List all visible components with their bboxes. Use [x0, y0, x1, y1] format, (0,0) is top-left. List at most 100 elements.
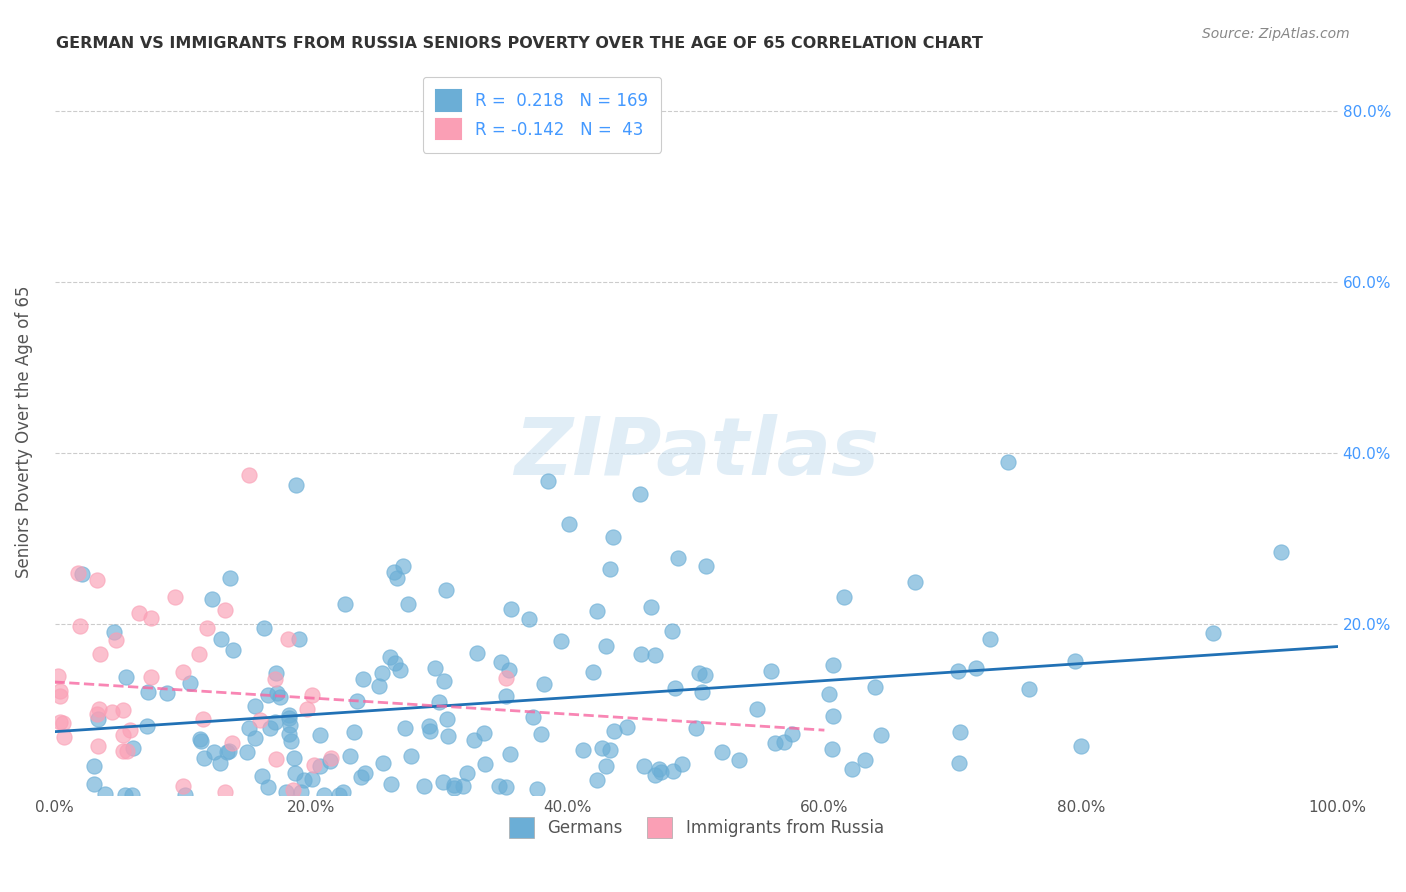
Point — [585, 773, 607, 788]
Point — [745, 702, 768, 716]
Point — [89, 702, 111, 716]
Point — [280, 718, 302, 732]
Point — [650, 765, 672, 780]
Point — [870, 728, 893, 742]
Point — [304, 757, 326, 772]
Point — [558, 517, 581, 532]
Point — [89, 647, 111, 661]
Text: GERMAN VS IMMIGRANTS FROM RUSSIA SENIORS POVERTY OVER THE AGE OF 65 CORRELATION : GERMAN VS IMMIGRANTS FROM RUSSIA SENIORS… — [56, 36, 983, 51]
Point — [853, 753, 876, 767]
Point — [308, 728, 330, 742]
Point — [474, 757, 496, 772]
Point — [965, 660, 987, 674]
Point — [112, 744, 135, 758]
Point — [495, 780, 517, 794]
Point — [238, 467, 260, 482]
Point — [218, 571, 240, 585]
Point — [122, 740, 145, 755]
Point — [87, 713, 110, 727]
Point — [83, 777, 105, 791]
Point — [818, 687, 841, 701]
Point — [104, 633, 127, 648]
Point — [69, 619, 91, 633]
Point — [711, 745, 734, 759]
Point — [640, 600, 662, 615]
Point — [70, 567, 93, 582]
Point — [388, 663, 411, 677]
Point — [136, 719, 159, 733]
Point — [517, 612, 540, 626]
Point — [264, 672, 287, 686]
Point — [863, 680, 886, 694]
Point — [352, 672, 374, 686]
Point — [821, 709, 844, 723]
Point — [94, 787, 117, 801]
Point — [295, 702, 318, 716]
Point — [602, 723, 624, 738]
Point — [648, 762, 671, 776]
Point — [436, 712, 458, 726]
Point — [201, 592, 224, 607]
Point — [249, 713, 271, 727]
Point — [371, 665, 394, 680]
Point — [346, 694, 368, 708]
Point — [690, 685, 713, 699]
Point — [432, 775, 454, 789]
Point — [128, 606, 150, 620]
Point — [979, 632, 1001, 647]
Point — [419, 723, 441, 738]
Point — [591, 740, 613, 755]
Point — [399, 749, 422, 764]
Point — [314, 788, 336, 802]
Point — [120, 723, 142, 737]
Point — [1202, 626, 1225, 640]
Point — [695, 559, 717, 574]
Point — [602, 530, 624, 544]
Point — [52, 731, 75, 745]
Point — [616, 720, 638, 734]
Text: ZIPatlas: ZIPatlas — [513, 415, 879, 492]
Point — [301, 772, 323, 786]
Point — [111, 729, 134, 743]
Point — [759, 664, 782, 678]
Point — [350, 770, 373, 784]
Point — [86, 706, 108, 721]
Point — [191, 712, 214, 726]
Point — [585, 604, 607, 618]
Point — [443, 780, 465, 795]
Point — [384, 656, 406, 670]
Point — [530, 727, 553, 741]
Point — [259, 721, 281, 735]
Point — [343, 724, 366, 739]
Point — [644, 648, 666, 662]
Point — [290, 784, 312, 798]
Point — [1063, 654, 1085, 668]
Point — [489, 655, 512, 669]
Point — [245, 731, 267, 745]
Point — [599, 743, 621, 757]
Point — [46, 668, 69, 682]
Point — [453, 779, 475, 793]
Point — [269, 690, 291, 705]
Point — [48, 715, 70, 730]
Point — [433, 674, 456, 689]
Point — [257, 780, 280, 795]
Point — [215, 745, 238, 759]
Point — [221, 643, 243, 657]
Point — [443, 778, 465, 792]
Point — [382, 565, 405, 579]
Point — [456, 766, 478, 780]
Point — [274, 785, 297, 799]
Point — [904, 574, 927, 589]
Point — [380, 649, 402, 664]
Point — [437, 729, 460, 743]
Point — [661, 624, 683, 638]
Point — [664, 681, 686, 695]
Point — [763, 736, 786, 750]
Point — [948, 665, 970, 679]
Point — [662, 764, 685, 779]
Point — [434, 582, 457, 597]
Point — [997, 455, 1019, 469]
Point — [281, 782, 304, 797]
Point — [773, 735, 796, 749]
